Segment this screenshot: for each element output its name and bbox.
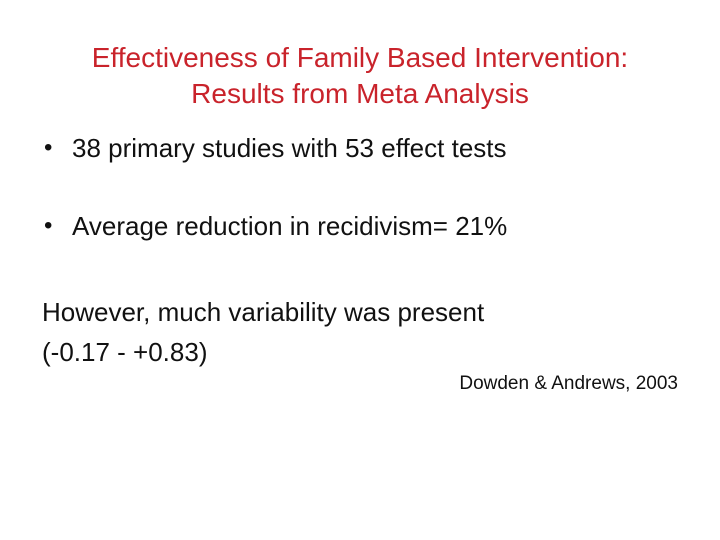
variability-note-range: (-0.17 - +0.83): [42, 337, 208, 367]
variability-note: However, much variability was present (-…: [42, 292, 700, 372]
bullet-item-primary-studies: • 38 primary studies with 53 effect test…: [44, 132, 700, 164]
slide-title-line2: Results from Meta Analysis: [191, 78, 529, 109]
slide-title: Effectiveness of Family Based Interventi…: [0, 40, 720, 112]
variability-note-line1: However, much variability was present: [42, 297, 485, 327]
bullet-icon: •: [44, 212, 53, 239]
citation: Dowden & Andrews, 2003: [459, 373, 678, 394]
slide-title-line1: Effectiveness of Family Based Interventi…: [91, 42, 629, 73]
bullet-text-average-reduction: Average reduction in recidivism= 21%: [72, 211, 508, 241]
bullet-text-primary-studies: 38 primary studies with 53 effect tests: [72, 133, 507, 163]
bullet-item-average-reduction: • Average reduction in recidivism= 21%: [44, 210, 700, 242]
bullet-icon: •: [44, 134, 53, 161]
